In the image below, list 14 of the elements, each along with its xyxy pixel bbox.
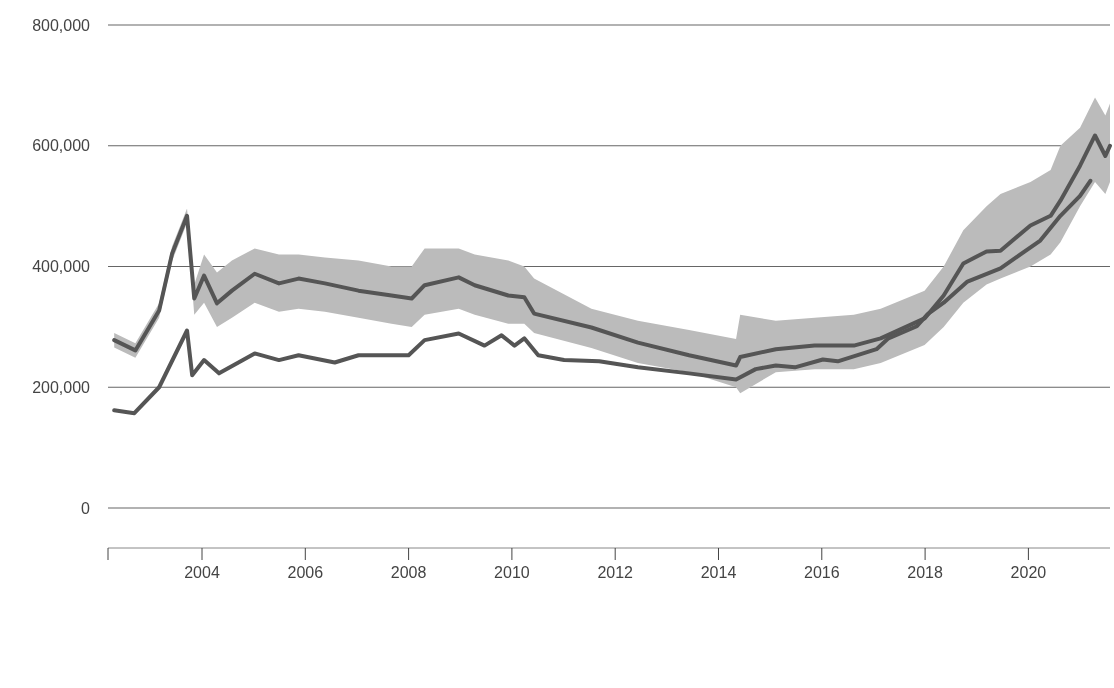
y-tick-label: 600,000 — [32, 137, 91, 155]
x-tick-label: 2004 — [184, 564, 220, 581]
x-tick-label: 2014 — [700, 564, 737, 581]
y-tick-label: 200,000 — [32, 378, 91, 396]
y-tick-label: 800,000 — [32, 16, 91, 34]
x-tick-label: 2018 — [907, 564, 943, 581]
x-tick-label: 2010 — [494, 564, 530, 581]
x-tick-label: 2020 — [1010, 564, 1047, 581]
x-tick-label: 2008 — [390, 564, 427, 581]
x-tick-label: 2016 — [804, 564, 840, 581]
x-tick-label: 2012 — [597, 564, 634, 581]
y-tick-label: 0 — [81, 499, 91, 517]
y-tick-label: 400,000 — [32, 258, 91, 276]
x-tick-label: 2006 — [287, 564, 324, 581]
